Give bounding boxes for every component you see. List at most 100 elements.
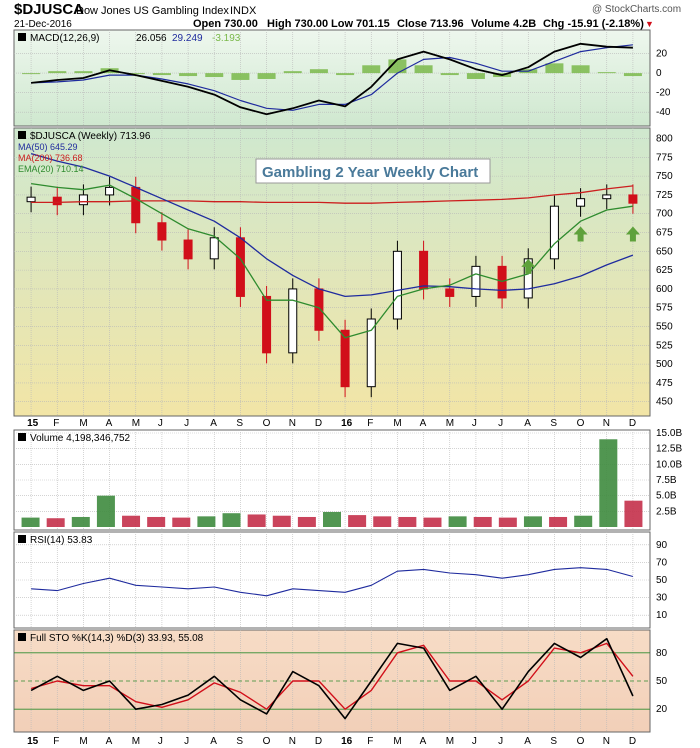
volume-tick-label: 5.0B bbox=[656, 491, 677, 502]
exchange: INDX bbox=[230, 5, 257, 17]
rsi-tick-label: 10 bbox=[656, 610, 668, 621]
price-tick-label: 475 bbox=[656, 378, 673, 389]
volume-bar bbox=[624, 500, 643, 527]
price-tick-label: 500 bbox=[656, 359, 673, 370]
chart-header: $DJUSCA Dow Jones US Gambling Index INDX… bbox=[14, 1, 681, 30]
month-label-bottom: D bbox=[315, 736, 322, 747]
price-tick-label: 700 bbox=[656, 209, 673, 220]
price-tick-label: 625 bbox=[656, 265, 673, 276]
volume-bar bbox=[398, 516, 417, 527]
rsi-legend-swatch bbox=[18, 535, 26, 543]
month-label-top: D bbox=[629, 418, 636, 429]
sto-tick-label: 50 bbox=[656, 676, 668, 687]
ma50-line bbox=[30, 152, 634, 298]
price-tick-label: 650 bbox=[656, 246, 673, 257]
month-label-top: F bbox=[53, 418, 59, 429]
volume-bar bbox=[323, 511, 341, 527]
symbol: $DJUSCA bbox=[14, 1, 84, 18]
volume-bar bbox=[46, 518, 65, 527]
candle-body bbox=[366, 318, 376, 388]
buy-arrow-icon bbox=[521, 258, 536, 274]
axis-ticks: 20 0 -20 -40 800 775 750 725 700 675 650 625 600 575 5… bbox=[656, 49, 682, 716]
macd-tick-label: 0 bbox=[656, 68, 662, 79]
month-label-bottom: F bbox=[53, 736, 59, 747]
annotation-box bbox=[255, 158, 491, 184]
volume-bar bbox=[523, 516, 542, 527]
macd-tick-label: 20 bbox=[656, 49, 668, 60]
macd-hist-bar bbox=[623, 73, 642, 77]
volume-bar bbox=[96, 495, 115, 527]
month-label-top: D bbox=[315, 418, 322, 429]
month-label-bottom: A bbox=[524, 736, 531, 747]
sto-legend: Full STO %K(14,3) %D(3) 33.93, 55.08 bbox=[18, 633, 204, 644]
candle-body bbox=[288, 288, 298, 354]
sto-title: Full STO %K(14,3) %D(3) 33.93, 55.08 bbox=[30, 633, 204, 644]
volume-bar bbox=[373, 516, 392, 527]
volume-legend-swatch bbox=[18, 433, 26, 441]
volume-tick-label: 10.0B bbox=[656, 459, 682, 470]
candle-body bbox=[105, 186, 115, 196]
macd-hist-bar bbox=[22, 73, 41, 75]
volume-bar bbox=[549, 516, 568, 527]
price-tick-label: 725 bbox=[656, 190, 673, 201]
candle-body bbox=[262, 295, 272, 354]
month-label-bottom: A bbox=[420, 736, 427, 747]
month-label-bottom: A bbox=[106, 736, 113, 747]
rsi-title: RSI(14) 53.83 bbox=[30, 535, 93, 546]
sto-series bbox=[30, 637, 634, 720]
candle-body bbox=[602, 194, 612, 200]
macd-line bbox=[31, 42, 633, 116]
candle-body bbox=[52, 196, 62, 206]
ma200-legend: MA(200) 736.68 bbox=[18, 153, 83, 163]
change-down-icon: ▼ bbox=[645, 19, 654, 29]
ohlc-open: Open 730.00 bbox=[193, 18, 258, 30]
candle-body bbox=[340, 329, 350, 388]
rsi-tick-label: 70 bbox=[656, 557, 668, 568]
volume-bar bbox=[423, 517, 442, 527]
month-label-bottom: D bbox=[629, 736, 636, 747]
month-label-bottom: J bbox=[472, 736, 477, 747]
month-label-top: 15 bbox=[27, 418, 39, 429]
sto-tick-label: 80 bbox=[656, 648, 668, 659]
candle-body bbox=[235, 237, 245, 297]
macd-signal-value: 29.249 bbox=[172, 33, 203, 44]
month-label-top: M bbox=[446, 418, 454, 429]
buy-arrow-icon bbox=[625, 226, 640, 242]
ma200-line bbox=[31, 185, 633, 204]
month-label-top: J bbox=[498, 418, 503, 429]
ohlc-high: High 730.00 bbox=[267, 18, 328, 30]
ohlc-change: Chg -15.91 (-2.18%) bbox=[543, 18, 644, 30]
volume-series bbox=[21, 439, 643, 527]
volume-bar bbox=[348, 515, 367, 527]
volume-bar bbox=[222, 513, 241, 527]
ema20-line bbox=[31, 182, 633, 339]
month-label-bottom: O bbox=[263, 736, 271, 747]
month-label-bottom: S bbox=[550, 736, 557, 747]
macd-legend-swatch bbox=[18, 33, 26, 41]
candle-body bbox=[209, 237, 219, 260]
month-label-top: N bbox=[289, 418, 296, 429]
month-label-top: A bbox=[420, 418, 427, 429]
price-tick-label: 550 bbox=[656, 322, 673, 333]
macd-hist-bar bbox=[74, 71, 93, 74]
month-label-top: N bbox=[603, 418, 610, 429]
month-label-top: 16 bbox=[341, 418, 353, 429]
volume-bar bbox=[448, 516, 467, 527]
macd-hist-bar bbox=[179, 73, 198, 77]
candle-body bbox=[576, 198, 586, 207]
sto-legend-swatch bbox=[18, 633, 26, 641]
volume-legend: Volume 4,198,346,752 bbox=[18, 433, 131, 444]
macd-hist-bar bbox=[205, 73, 224, 78]
buy-signal-arrows bbox=[521, 226, 640, 274]
volume-title: Volume 4,198,346,752 bbox=[30, 433, 131, 444]
macd-hist-bar bbox=[126, 73, 145, 75]
month-label-bottom: 16 bbox=[341, 736, 353, 747]
month-label-bottom: N bbox=[603, 736, 610, 747]
volume-tick-label: 7.5B bbox=[656, 475, 677, 486]
price-tick-label: 450 bbox=[656, 397, 673, 408]
month-label-top: F bbox=[367, 418, 373, 429]
month-label-top: J bbox=[158, 418, 163, 429]
macd-hist-bar bbox=[309, 69, 328, 74]
ohlc-close: Close 713.96 bbox=[397, 18, 464, 30]
